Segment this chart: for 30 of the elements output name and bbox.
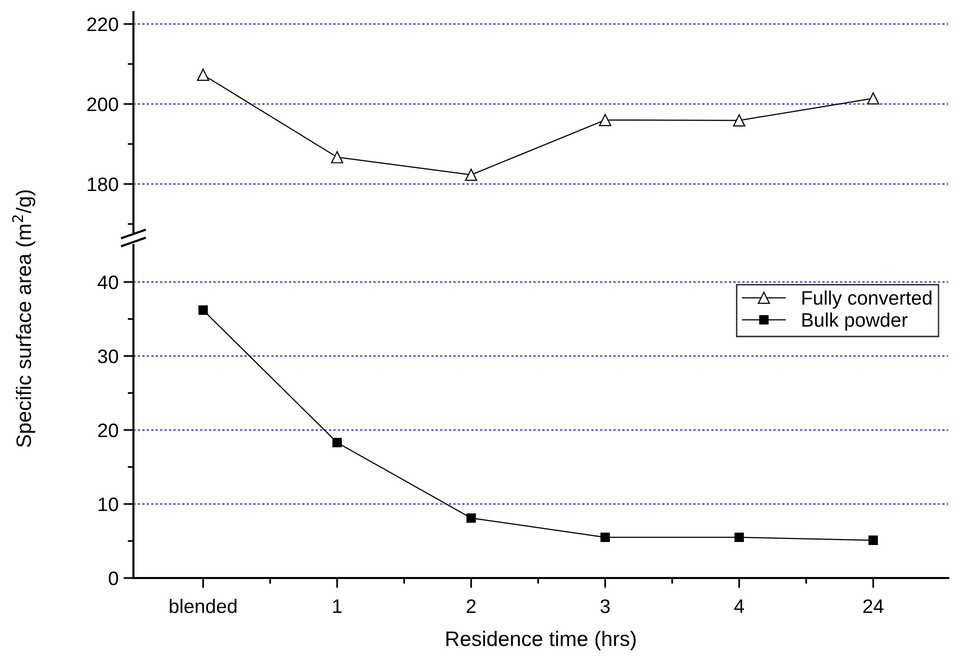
y-tick-label: 0 <box>108 571 118 586</box>
y-tick-label: 30 <box>98 349 118 364</box>
point <box>599 114 612 126</box>
y-tick-label: 40 <box>98 275 118 290</box>
y-tick-label: 200 <box>87 97 118 112</box>
legend-label: Bulk powder <box>802 312 908 331</box>
x-tick-label: blended <box>170 598 236 614</box>
point <box>733 114 746 127</box>
y-tick-label: 220 <box>87 17 118 32</box>
x-tick-label: 3 <box>600 599 610 614</box>
y-tick-label: 10 <box>98 497 118 512</box>
x-tick-label: 4 <box>734 600 744 613</box>
y-tick-label: 180 <box>88 177 118 192</box>
point <box>466 513 476 523</box>
point <box>734 532 744 542</box>
y-tick-label: 20 <box>98 423 118 438</box>
point <box>867 92 880 105</box>
point <box>868 536 878 545</box>
point <box>332 438 342 448</box>
x-tick-label: 24 <box>863 599 884 613</box>
legend-label: Fully converted <box>802 290 932 309</box>
point <box>465 168 478 181</box>
point <box>600 532 610 542</box>
point <box>331 151 344 164</box>
x-tick-label: 2 <box>466 599 476 613</box>
x-tick-label: 1 <box>333 600 342 613</box>
point <box>198 305 208 315</box>
x-axis-title: Residence time (hrs) <box>446 630 636 650</box>
y-axis-title: Specific surface area (m$^{2}$/g) <box>12 190 36 448</box>
point <box>197 68 210 81</box>
